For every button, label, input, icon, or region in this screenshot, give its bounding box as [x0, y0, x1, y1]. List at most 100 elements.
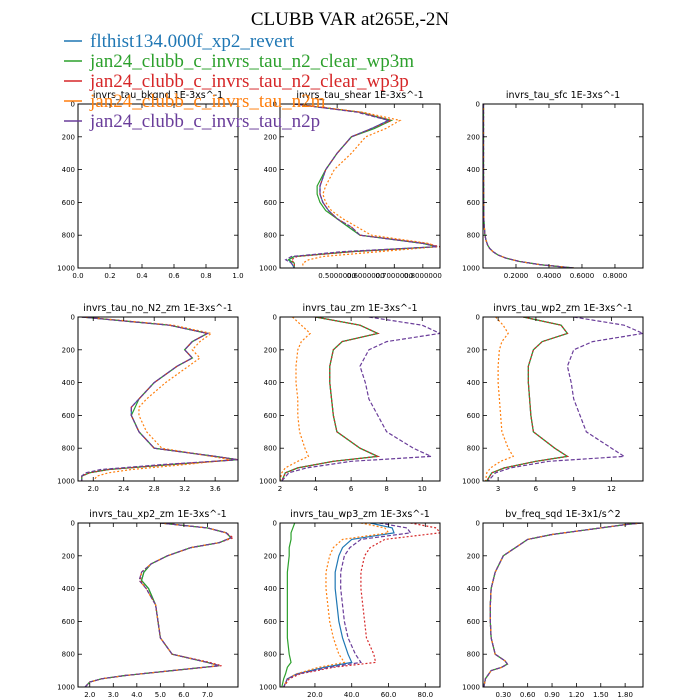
x-tick-label: 2.0 — [84, 691, 95, 699]
y-tick-label: 800 — [467, 651, 480, 659]
plot-frame — [77, 103, 239, 269]
y-tick-label: 0 — [71, 314, 75, 322]
x-tick-label: 8 — [384, 485, 388, 493]
x-tick-label: 2.0 — [88, 485, 99, 493]
series-line — [483, 104, 574, 268]
plot-frame — [482, 103, 644, 269]
y-tick-label: 400 — [264, 166, 277, 174]
y-tick-label: 600 — [467, 412, 480, 420]
x-tick-label: 2.4 — [118, 485, 130, 493]
series-line — [483, 523, 642, 687]
series-line — [484, 317, 515, 481]
series-group — [484, 317, 643, 481]
series-line — [280, 317, 312, 481]
plot-frame — [482, 522, 644, 688]
x-tick-label: 1.20 — [569, 691, 585, 699]
y-tick-label: 800 — [467, 445, 480, 453]
y-tick-label: 400 — [264, 585, 277, 593]
y-tick-label: 800 — [467, 232, 480, 240]
x-tick-label: 0.6000000 — [347, 272, 385, 280]
x-tick-label: 1.50 — [593, 691, 609, 699]
x-tick-label: 6.0 — [178, 691, 189, 699]
y-tick-label: 600 — [62, 412, 75, 420]
panels: invrs_tau_bkgnd 1E-3xs^-1020040060080010… — [57, 90, 644, 699]
y-tick-label: 400 — [62, 166, 75, 174]
series-group — [483, 104, 574, 268]
panel-title: invrs_tau_sfc 1E-3xs^-1 — [506, 90, 620, 101]
plot-frame — [482, 316, 644, 482]
x-tick-label: 0.5000000 — [318, 272, 356, 280]
x-tick-label: 4.0 — [131, 691, 142, 699]
y-tick-label: 0 — [273, 101, 277, 109]
chart-panel: invrs_tau_xp2_zm 1E-3xs^-1 0 200 400 600 800 1… — [57, 509, 239, 699]
y-tick-label: 1000 — [57, 478, 75, 486]
series-group — [280, 317, 440, 481]
legend-label: jan24_clubb_c_invrs_tau_n2_clear_wp3p — [89, 71, 409, 92]
y-tick-label: 0 — [71, 520, 75, 528]
legend-label: jan24_clubb_c_invrs_tau_n2m — [89, 91, 326, 112]
plot-frame — [279, 103, 441, 269]
y-tick-label: 800 — [264, 651, 277, 659]
x-tick-label: 0.90 — [544, 691, 560, 699]
x-tick-label: 10 — [418, 485, 427, 493]
x-tick-label: 0.0 — [72, 272, 83, 280]
x-tick-label: 40.0 — [344, 691, 360, 699]
y-tick-label: 200 — [467, 346, 480, 354]
panel-title: bv_freq_sqd 1E-3x1/s^2 — [505, 509, 620, 520]
series-line — [483, 523, 642, 687]
y-tick-label: 1000 — [57, 684, 75, 692]
series-line — [483, 104, 574, 268]
chart-panel: invrs_tau_no_N2_zm 1E-3xs^-1 0 200 400 600 80… — [57, 303, 239, 493]
panel-title: invrs_tau_wp2_zm 1E-3xs^-1 — [493, 303, 633, 314]
panel-title: invrs_tau_wp3_zm 1E-3xs^-1 — [290, 509, 430, 520]
series-line — [281, 317, 380, 481]
chart-panel: invrs_tau_wp3_zm 1E-3xs^-1 0 200 400 600 800 1… — [259, 509, 441, 699]
y-tick-label: 600 — [264, 412, 277, 420]
panel-title: invrs_tau_zm 1E-3xs^-1 — [303, 303, 418, 314]
y-tick-label: 0 — [476, 520, 480, 528]
x-tick-label: 1.0 — [232, 272, 243, 280]
panel-title: invrs_tau_xp2_zm 1E-3xs^-1 — [89, 509, 226, 520]
series-line — [284, 104, 438, 268]
x-tick-label: 80.0 — [417, 691, 433, 699]
x-tick-label: 3.2 — [179, 485, 190, 493]
x-tick-label: 0.4000 — [537, 272, 562, 280]
x-tick-label: 0.6000 — [570, 272, 595, 280]
y-tick-label: 200 — [264, 133, 277, 141]
series-line — [483, 523, 642, 687]
y-tick-label: 600 — [62, 618, 75, 626]
x-tick-label: 0.2 — [104, 272, 115, 280]
legend-item: jan24_clubb_c_invrs_tau_n2_clear_wp3m — [64, 51, 414, 72]
legend-item: jan24_clubb_c_invrs_tau_n2m — [64, 91, 326, 112]
y-tick-label: 400 — [62, 379, 75, 387]
series-line — [297, 104, 438, 268]
x-tick-label: 0.4 — [136, 272, 148, 280]
chart-panel: invrs_tau_wp2_zm 1E-3xs^-1 0 200 400 600 800 1… — [462, 303, 644, 493]
y-tick-label: 400 — [467, 166, 480, 174]
legend-label: flthist134.000f_xp2_revert — [90, 31, 295, 52]
chart-panel: invrs_tau_sfc 1E-3xs^-1 0 200 400 600 800 1000… — [462, 90, 644, 280]
series-group — [284, 104, 440, 268]
y-tick-label: 0 — [273, 314, 277, 322]
series-line — [81, 317, 238, 481]
y-tick-label: 200 — [62, 552, 75, 560]
x-tick-label: 6 — [534, 485, 539, 493]
plot-frame — [77, 522, 239, 688]
y-tick-label: 200 — [62, 133, 75, 141]
x-tick-label: 2.8 — [149, 485, 160, 493]
y-tick-label: 200 — [264, 552, 277, 560]
y-tick-label: 800 — [62, 445, 75, 453]
panel-title: invrs_tau_no_N2_zm 1E-3xs^-1 — [83, 303, 232, 314]
legend: flthist134.000f_xp2_revertjan24_clubb_c_… — [64, 31, 414, 132]
x-tick-label: 4 — [313, 485, 318, 493]
series-line — [483, 523, 642, 687]
chart-panel: invrs_tau_bkgnd 1E-3xs^-1 0 200 400 600 800 10… — [57, 90, 243, 280]
series-line — [483, 104, 574, 268]
y-tick-label: 1000 — [462, 684, 480, 692]
y-tick-label: 400 — [467, 585, 480, 593]
y-tick-label: 200 — [62, 346, 75, 354]
panel-title: invrs_tau_bkgnd 1E-3xs^-1 — [93, 90, 223, 101]
x-tick-label: 7.0 — [202, 691, 213, 699]
x-tick-label: 2 — [278, 485, 282, 493]
plot-frame — [279, 522, 441, 688]
